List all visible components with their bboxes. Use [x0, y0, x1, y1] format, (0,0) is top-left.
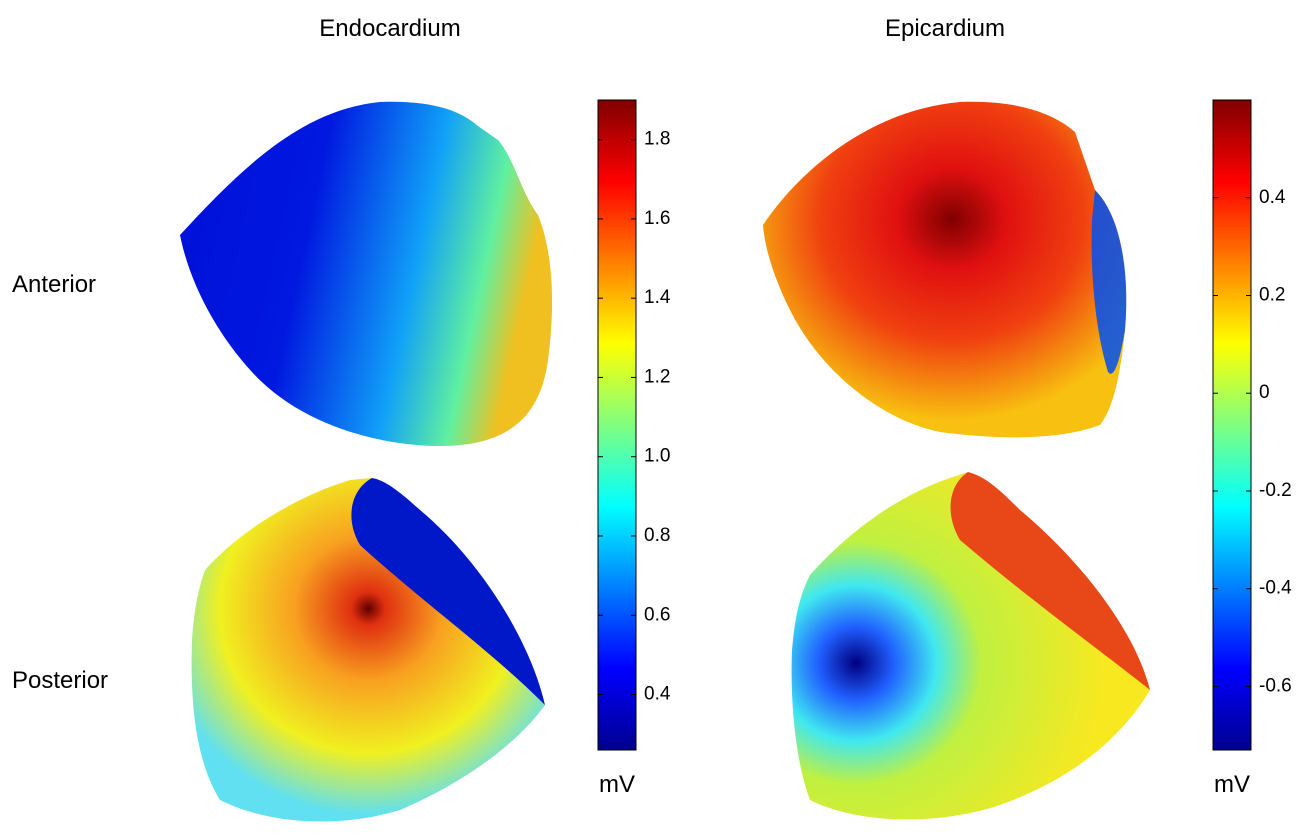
- tick-label: 0.2: [1259, 285, 1285, 306]
- row-label: Posterior: [12, 667, 108, 694]
- tick-label: -0.4: [1259, 578, 1292, 599]
- colorbar-unit: mV: [1214, 771, 1250, 798]
- tick-label: 1.2: [644, 366, 670, 387]
- surface-wall: [351, 478, 545, 705]
- surface-posterior: [191, 478, 545, 822]
- tick-label: 1.4: [644, 287, 671, 308]
- tick-label: -0.6: [1259, 675, 1292, 696]
- tick-label: 1.8: [644, 129, 670, 150]
- surface-anterior-edge: [1091, 190, 1127, 374]
- colorbar-unit: mV: [599, 771, 635, 798]
- tick-label: 0.8: [644, 525, 670, 546]
- surface-wall: [950, 472, 1150, 690]
- colorbar: [1212, 99, 1252, 751]
- tick-label: 0.4: [644, 684, 671, 705]
- surface-anterior: [763, 101, 1127, 438]
- panel-title: Endocardium: [319, 15, 460, 42]
- panel-title: Epicardium: [885, 15, 1005, 42]
- tick-label: 1.6: [644, 208, 670, 229]
- tick-label: 0.4: [1259, 187, 1286, 208]
- row-label: Anterior: [12, 271, 96, 298]
- colorbar: [597, 99, 637, 751]
- tick-label: 1.0: [644, 446, 670, 467]
- tick-label: 0.6: [644, 604, 670, 625]
- tick-label: -0.2: [1259, 480, 1292, 501]
- surface-anterior: [180, 101, 553, 447]
- surface-posterior: [791, 472, 1150, 820]
- tick-label: 0: [1259, 382, 1270, 403]
